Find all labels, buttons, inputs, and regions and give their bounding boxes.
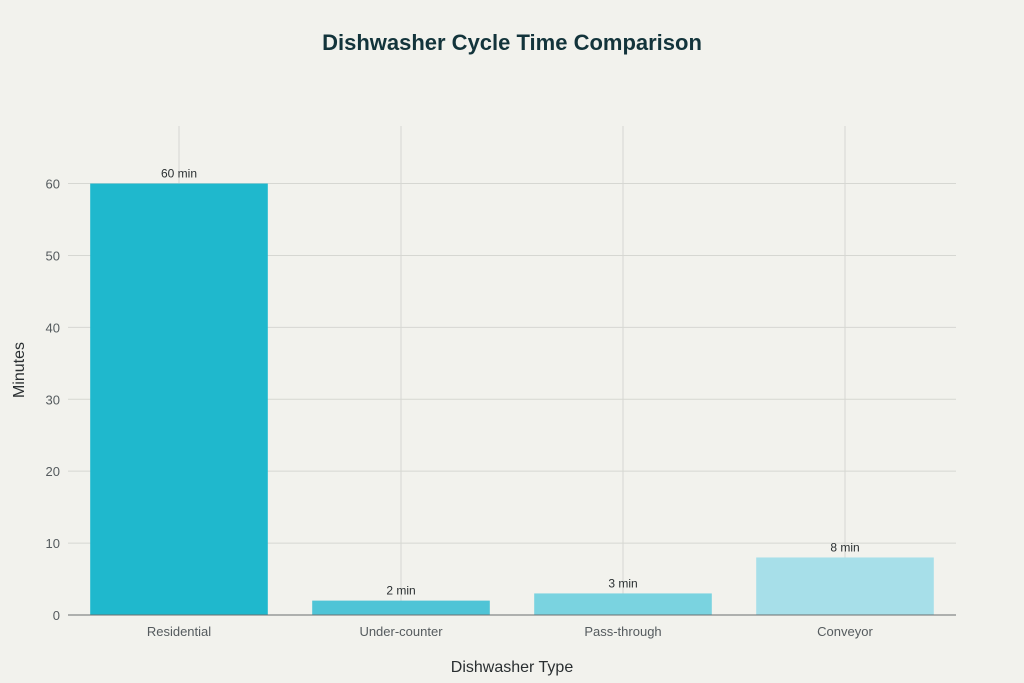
y-axis-title: Minutes xyxy=(11,342,28,398)
data-label: 2 min xyxy=(386,584,415,598)
y-tick-label: 0 xyxy=(53,608,60,623)
data-label: 8 min xyxy=(830,540,859,554)
y-tick-label: 40 xyxy=(46,320,60,335)
x-tick-label: Residential xyxy=(147,624,211,639)
bars: 60 min 2 min 3 min 8 min xyxy=(90,167,934,615)
x-tick-label: Pass-through xyxy=(584,624,661,639)
chart-title: Dishwasher Cycle Time Comparison xyxy=(322,30,702,55)
bar-residential xyxy=(90,183,268,615)
axes: 0 10 20 30 40 50 60 Residential Under-counter Pas… xyxy=(46,177,956,639)
y-tick-label: 30 xyxy=(46,392,60,407)
y-tick-label: 10 xyxy=(46,536,60,551)
x-axis-title: Dishwasher Type xyxy=(451,659,574,676)
y-tick-label: 50 xyxy=(46,248,60,263)
y-tick-label: 60 xyxy=(46,177,60,192)
x-tick-label: Conveyor xyxy=(817,624,873,639)
x-tick-label: Under-counter xyxy=(359,624,443,639)
bar-under-counter xyxy=(312,600,490,615)
y-tick-label: 20 xyxy=(46,464,60,479)
data-label: 60 min xyxy=(161,167,197,181)
data-label: 3 min xyxy=(608,576,637,590)
bar-conveyor xyxy=(756,557,934,615)
bar-pass-through xyxy=(534,593,712,615)
